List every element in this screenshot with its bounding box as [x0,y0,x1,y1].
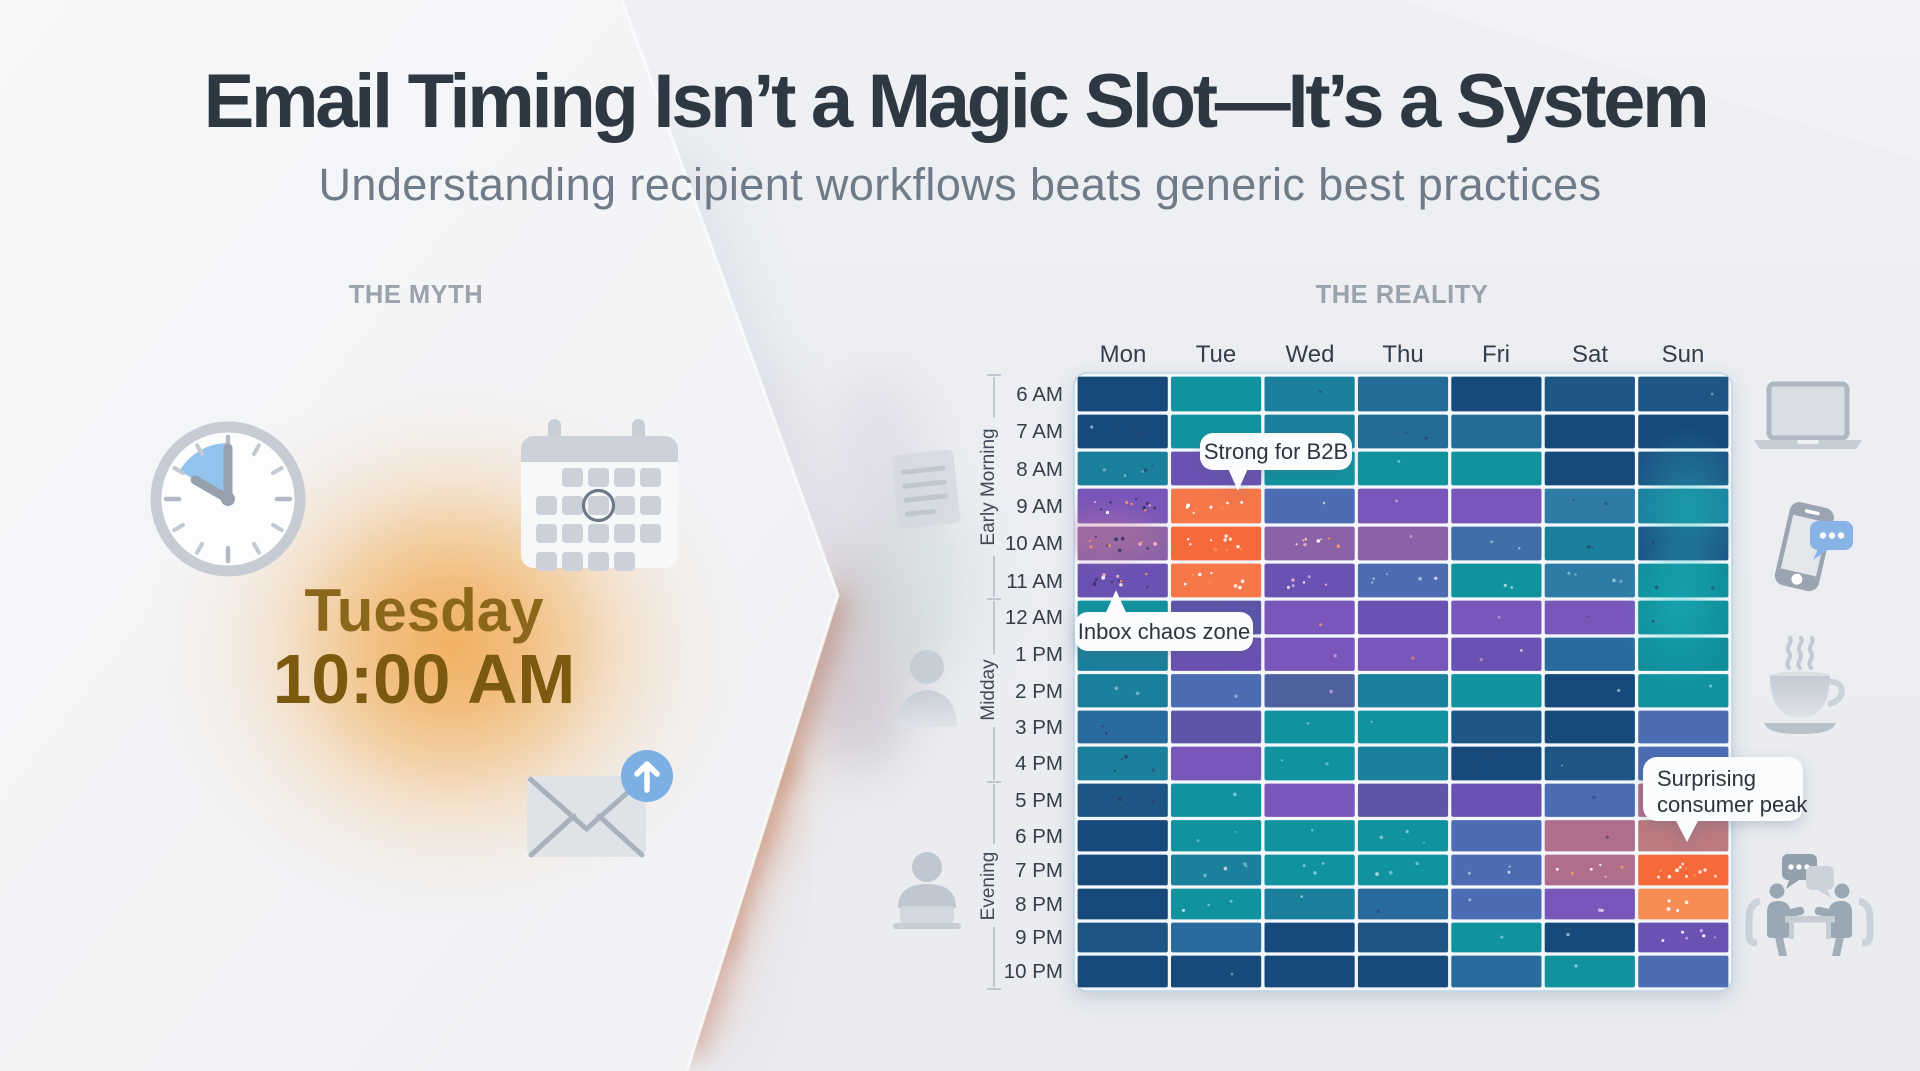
svg-text:consumer peak: consumer peak [1657,792,1808,817]
svg-text:Mon: Mon [1100,341,1147,368]
svg-text:Email Timing Isn’t a Magic Slo: Email Timing Isn’t a Magic Slot—It’s a S… [204,59,1707,144]
svg-text:Thu: Thu [1382,341,1423,368]
svg-text:8 AM: 8 AM [1016,458,1063,481]
svg-text:Understanding recipient workfl: Understanding recipient workflows beats … [319,159,1602,210]
svg-text:2 PM: 2 PM [1015,680,1063,703]
svg-text:9 AM: 9 AM [1016,495,1063,518]
svg-text:10:00 AM: 10:00 AM [273,640,576,718]
svg-text:Tue: Tue [1196,341,1236,368]
svg-text:Inbox chaos zone: Inbox chaos zone [1078,619,1250,644]
svg-text:12 AM: 12 AM [1005,606,1063,629]
svg-text:10 PM: 10 PM [1004,960,1063,983]
svg-text:9 PM: 9 PM [1015,926,1063,949]
svg-text:Tuesday: Tuesday [305,577,545,644]
svg-text:6 PM: 6 PM [1015,825,1063,848]
svg-text:10 AM: 10 AM [1005,532,1063,555]
svg-text:5 PM: 5 PM [1015,789,1063,812]
svg-text:4 PM: 4 PM [1015,752,1063,775]
svg-text:Early Morning: Early Morning [978,428,999,545]
svg-text:Strong for B2B: Strong for B2B [1204,439,1348,464]
svg-text:Wed: Wed [1286,341,1335,368]
svg-text:8 PM: 8 PM [1015,893,1063,916]
svg-text:3 PM: 3 PM [1015,716,1063,739]
svg-text:Midday: Midday [978,659,999,721]
svg-text:1 PM: 1 PM [1015,643,1063,666]
svg-text:Sun: Sun [1662,341,1705,368]
svg-text:Evening: Evening [978,852,999,921]
svg-text:7 PM: 7 PM [1015,859,1063,882]
svg-text:Fri: Fri [1482,341,1510,368]
svg-text:Surprising: Surprising [1657,766,1756,791]
svg-text:THE MYTH: THE MYTH [349,281,483,309]
svg-text:Sat: Sat [1572,341,1608,368]
svg-text:7 AM: 7 AM [1016,420,1063,443]
svg-text:11 AM: 11 AM [1006,570,1063,593]
svg-text:THE REALITY: THE REALITY [1316,281,1489,309]
svg-text:6 AM: 6 AM [1016,383,1063,406]
